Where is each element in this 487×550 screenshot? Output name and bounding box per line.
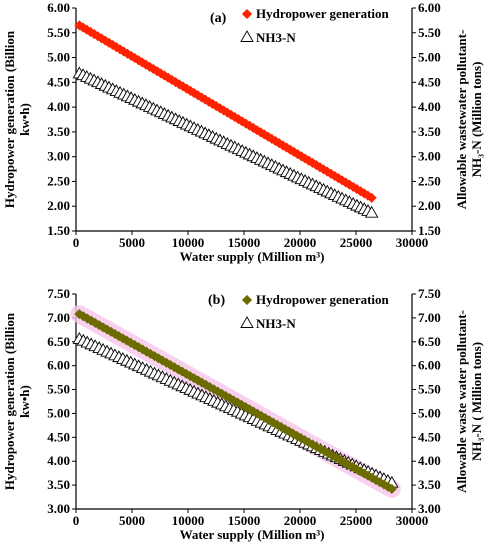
- x-tick-label: 20000: [284, 513, 317, 528]
- y-tick-label-right: 5.50: [418, 25, 441, 40]
- x-tick-label: 10000: [172, 513, 205, 528]
- y-tick-label-left: 3.00: [47, 501, 70, 516]
- y-tick-label-right: 6.00: [418, 358, 441, 373]
- y-tick-label-right: 7.50: [418, 286, 441, 301]
- y-axis-title-right: Allowable wastewater pollutant-: [454, 30, 469, 210]
- y-tick-label-left: 5.50: [47, 382, 70, 397]
- y-tick-label-left: 7.00: [47, 310, 70, 325]
- chart-panel-b: 3.00 3.50 4.00 4.50 5.00 5.50 6.00 6.50 7.00 7.50…: [2, 286, 484, 542]
- legend: Hydropower generation NH3-N: [240, 6, 390, 45]
- y-axis-title-right: Allowable waste water pollutant-: [454, 310, 469, 493]
- x-tick-label: 0: [73, 513, 80, 528]
- y-tick-label-left: 2.00: [47, 198, 70, 213]
- y-tick-label-right: 6.50: [418, 334, 441, 349]
- x-axis-title: Water supply (Million m³): [180, 527, 325, 542]
- series-nh3-n: [72, 66, 379, 218]
- legend-label: NH3-N: [256, 30, 296, 45]
- y-tick-label-left: 6.00: [47, 0, 70, 15]
- legend-label: NH3-N: [256, 316, 296, 331]
- y-axis-title-left: Hydropower generation (Billion: [2, 30, 17, 208]
- x-tick-label: 5000: [119, 235, 145, 250]
- y-tick-label-left: 4.00: [47, 453, 70, 468]
- y-tick-label-right: 3.50: [418, 124, 441, 139]
- y-tick-label-right: 7.00: [418, 310, 441, 325]
- y-tick-label-right: 3.00: [418, 501, 441, 516]
- data-point: [366, 192, 377, 203]
- x-tick-label: 15000: [228, 235, 261, 250]
- y-tick-label-right: 2.50: [418, 173, 441, 188]
- y-axis-title-left: Hydropower generation (Billion: [2, 312, 17, 490]
- x-tick-label: 30000: [396, 235, 429, 250]
- y-tick-label-left: 4.00: [47, 99, 70, 114]
- y-tick-label-left: 6.00: [47, 358, 70, 373]
- data-point: [364, 205, 379, 218]
- y-tick-label-left: 5.00: [47, 50, 70, 65]
- y-tick-label-left: 6.50: [47, 334, 70, 349]
- data-point: [386, 483, 397, 495]
- x-tick-label: 25000: [340, 235, 373, 250]
- x-tick-label: 20000: [284, 235, 317, 250]
- series-hydropower: [74, 20, 377, 203]
- x-tick-label: 15000: [228, 513, 261, 528]
- legend-label: Hydropower generation: [256, 6, 390, 21]
- legend-marker: [240, 316, 254, 328]
- y-tick-label-right: 1.50: [418, 223, 441, 238]
- y-tick-label-right: 5.00: [418, 405, 441, 420]
- y-axis-title-left-line2: kw•h): [17, 103, 32, 136]
- panel-label: (b): [208, 293, 225, 308]
- y-tick-label-left: 2.50: [47, 173, 70, 188]
- x-tick-label: 10000: [172, 235, 205, 250]
- y-tick-label-left: 4.50: [47, 74, 70, 89]
- x-tick-label: 5000: [119, 513, 145, 528]
- x-tick-label: 30000: [396, 513, 429, 528]
- y-tick-label-left: 7.50: [47, 286, 70, 301]
- y-tick-label-left: 3.00: [47, 149, 70, 164]
- y-tick-label-left: 1.50: [47, 223, 70, 238]
- y-axis-title-left-line2: kw•h): [17, 385, 32, 418]
- y-tick-label-left: 3.50: [47, 124, 70, 139]
- y-tick-label-left: 5.00: [47, 405, 70, 420]
- series-hydropower: [74, 308, 397, 495]
- x-tick-label: 25000: [340, 513, 373, 528]
- y-tick-label-left: 4.50: [47, 429, 70, 444]
- y-tick-label-right: 5.50: [418, 382, 441, 397]
- y-tick-label-left: 3.50: [47, 477, 70, 492]
- y-tick-label-right: 2.00: [418, 198, 441, 213]
- x-tick-label: 0: [73, 235, 80, 250]
- y-tick-label-right: 6.00: [418, 0, 441, 15]
- legend-marker: [241, 294, 253, 306]
- panel-label: (a): [210, 11, 227, 26]
- legend-marker: [240, 30, 254, 42]
- y-axis-title-right-line2: NH₃-N ( Million tons): [469, 342, 484, 461]
- y-tick-label-right: 4.50: [418, 74, 441, 89]
- y-tick-label-right: 3.50: [418, 477, 441, 492]
- x-axis-title: Water supply (Million m³): [180, 249, 325, 264]
- y-tick-label-right: 3.00: [418, 149, 441, 164]
- y-tick-label-right: 4.00: [418, 99, 441, 114]
- y-tick-label-right: 5.00: [418, 50, 441, 65]
- legend-marker: [241, 8, 253, 20]
- y-tick-label-left: 5.50: [47, 25, 70, 40]
- y-tick-label-right: 4.00: [418, 453, 441, 468]
- chart-panel-a: 1.50 2.00 2.50 3.00 3.50 4.00 4.50 5.00 5.50 6.00…: [2, 0, 484, 264]
- y-tick-label-right: 4.50: [418, 429, 441, 444]
- legend-label: Hydropower generation: [256, 292, 390, 307]
- legend: Hydropower generation NH3-N: [240, 292, 390, 331]
- y-axis-title-right-line2: NH₃-N (Million tons): [469, 62, 484, 178]
